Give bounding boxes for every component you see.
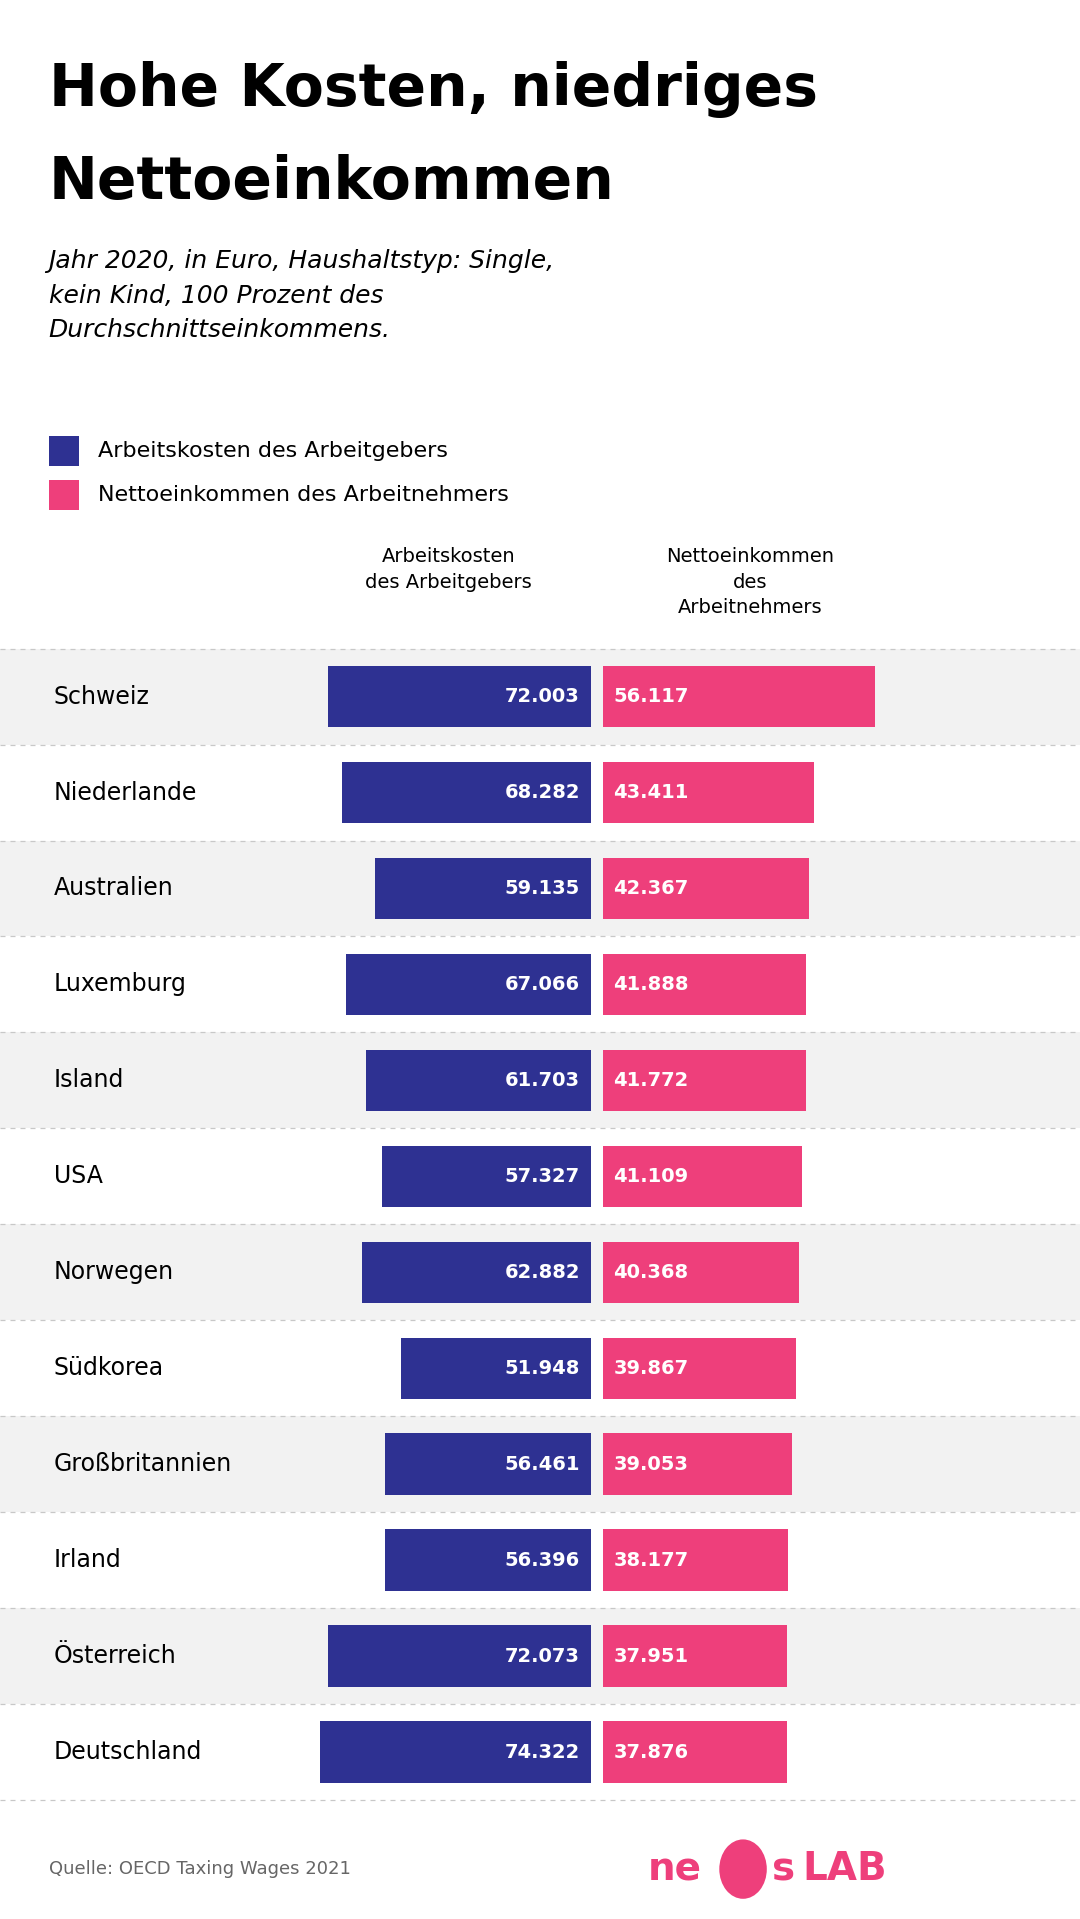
FancyBboxPatch shape — [603, 1146, 802, 1207]
FancyBboxPatch shape — [328, 666, 591, 727]
Text: 42.367: 42.367 — [613, 879, 689, 898]
Text: 62.882: 62.882 — [504, 1263, 580, 1282]
Text: Arbeitskosten des Arbeitgebers: Arbeitskosten des Arbeitgebers — [98, 441, 448, 461]
FancyBboxPatch shape — [603, 666, 876, 727]
Text: 56.461: 56.461 — [504, 1455, 580, 1474]
Text: Luxemburg: Luxemburg — [54, 973, 187, 996]
Text: 39.867: 39.867 — [613, 1359, 689, 1378]
Text: s: s — [772, 1850, 795, 1888]
Text: 68.282: 68.282 — [504, 783, 580, 802]
Text: 61.703: 61.703 — [505, 1071, 580, 1090]
Text: Südkorea: Südkorea — [54, 1357, 164, 1380]
Text: ne: ne — [648, 1850, 702, 1888]
Text: Niederlande: Niederlande — [54, 781, 198, 804]
Text: 41.109: 41.109 — [613, 1167, 689, 1186]
Text: Nettoeinkommen
des
Arbeitnehmers: Nettoeinkommen des Arbeitnehmers — [666, 547, 835, 618]
FancyBboxPatch shape — [362, 1242, 591, 1303]
Text: Australien: Australien — [54, 877, 174, 900]
FancyBboxPatch shape — [375, 858, 591, 919]
Text: Deutschland: Deutschland — [54, 1741, 202, 1764]
Text: 39.053: 39.053 — [613, 1455, 688, 1474]
Text: 72.073: 72.073 — [505, 1647, 580, 1666]
Text: 51.948: 51.948 — [504, 1359, 580, 1378]
Text: USA: USA — [54, 1165, 103, 1188]
Text: 57.327: 57.327 — [504, 1167, 580, 1186]
FancyBboxPatch shape — [603, 954, 806, 1015]
Text: Nettoeinkommen des Arbeitnehmers: Nettoeinkommen des Arbeitnehmers — [98, 486, 509, 505]
FancyBboxPatch shape — [603, 1433, 793, 1495]
FancyBboxPatch shape — [0, 649, 1080, 745]
Text: Irland: Irland — [54, 1549, 122, 1572]
FancyBboxPatch shape — [402, 1338, 591, 1399]
FancyBboxPatch shape — [49, 436, 79, 466]
Text: 41.888: 41.888 — [613, 975, 689, 994]
FancyBboxPatch shape — [603, 858, 809, 919]
FancyBboxPatch shape — [0, 1224, 1080, 1320]
Text: 74.322: 74.322 — [504, 1742, 580, 1762]
FancyBboxPatch shape — [386, 1529, 591, 1591]
FancyBboxPatch shape — [382, 1146, 591, 1207]
FancyBboxPatch shape — [49, 480, 79, 510]
FancyBboxPatch shape — [0, 841, 1080, 936]
Text: 43.411: 43.411 — [613, 783, 689, 802]
FancyBboxPatch shape — [0, 1032, 1080, 1128]
FancyBboxPatch shape — [320, 1721, 591, 1783]
FancyBboxPatch shape — [342, 762, 591, 823]
Ellipse shape — [719, 1840, 767, 1898]
Text: Quelle: OECD Taxing Wages 2021: Quelle: OECD Taxing Wages 2021 — [49, 1860, 351, 1879]
FancyBboxPatch shape — [328, 1625, 591, 1687]
Text: 67.066: 67.066 — [504, 975, 580, 994]
Text: 56.117: 56.117 — [613, 687, 689, 706]
FancyBboxPatch shape — [603, 1529, 788, 1591]
FancyBboxPatch shape — [0, 1608, 1080, 1704]
FancyBboxPatch shape — [603, 762, 813, 823]
FancyBboxPatch shape — [603, 1242, 799, 1303]
Text: Schweiz: Schweiz — [54, 685, 150, 708]
FancyBboxPatch shape — [0, 1416, 1080, 1512]
FancyBboxPatch shape — [384, 1433, 591, 1495]
Text: Jahr 2020, in Euro, Haushaltstyp: Single,
kein Kind, 100 Prozent des
Durchschnit: Jahr 2020, in Euro, Haushaltstyp: Single… — [49, 249, 555, 342]
Text: Island: Island — [54, 1069, 124, 1092]
Text: 72.003: 72.003 — [505, 687, 580, 706]
Text: 56.396: 56.396 — [504, 1551, 580, 1570]
Text: Arbeitskosten
des Arbeitgebers: Arbeitskosten des Arbeitgebers — [365, 547, 531, 591]
FancyBboxPatch shape — [603, 1625, 787, 1687]
Text: Hohe Kosten, niedriges: Hohe Kosten, niedriges — [49, 61, 818, 119]
Text: Norwegen: Norwegen — [54, 1261, 174, 1284]
Text: 40.368: 40.368 — [613, 1263, 689, 1282]
FancyBboxPatch shape — [603, 1050, 806, 1111]
Text: 37.876: 37.876 — [613, 1742, 689, 1762]
FancyBboxPatch shape — [366, 1050, 591, 1111]
Text: 41.772: 41.772 — [613, 1071, 689, 1090]
Text: Großbritannien: Großbritannien — [54, 1453, 232, 1476]
Text: 59.135: 59.135 — [504, 879, 580, 898]
Text: LAB: LAB — [802, 1850, 887, 1888]
Text: 38.177: 38.177 — [613, 1551, 689, 1570]
FancyBboxPatch shape — [603, 1338, 796, 1399]
Text: Nettoeinkommen: Nettoeinkommen — [49, 154, 615, 211]
FancyBboxPatch shape — [603, 1721, 786, 1783]
Text: 37.951: 37.951 — [613, 1647, 689, 1666]
FancyBboxPatch shape — [347, 954, 591, 1015]
Text: Österreich: Österreich — [54, 1645, 177, 1668]
